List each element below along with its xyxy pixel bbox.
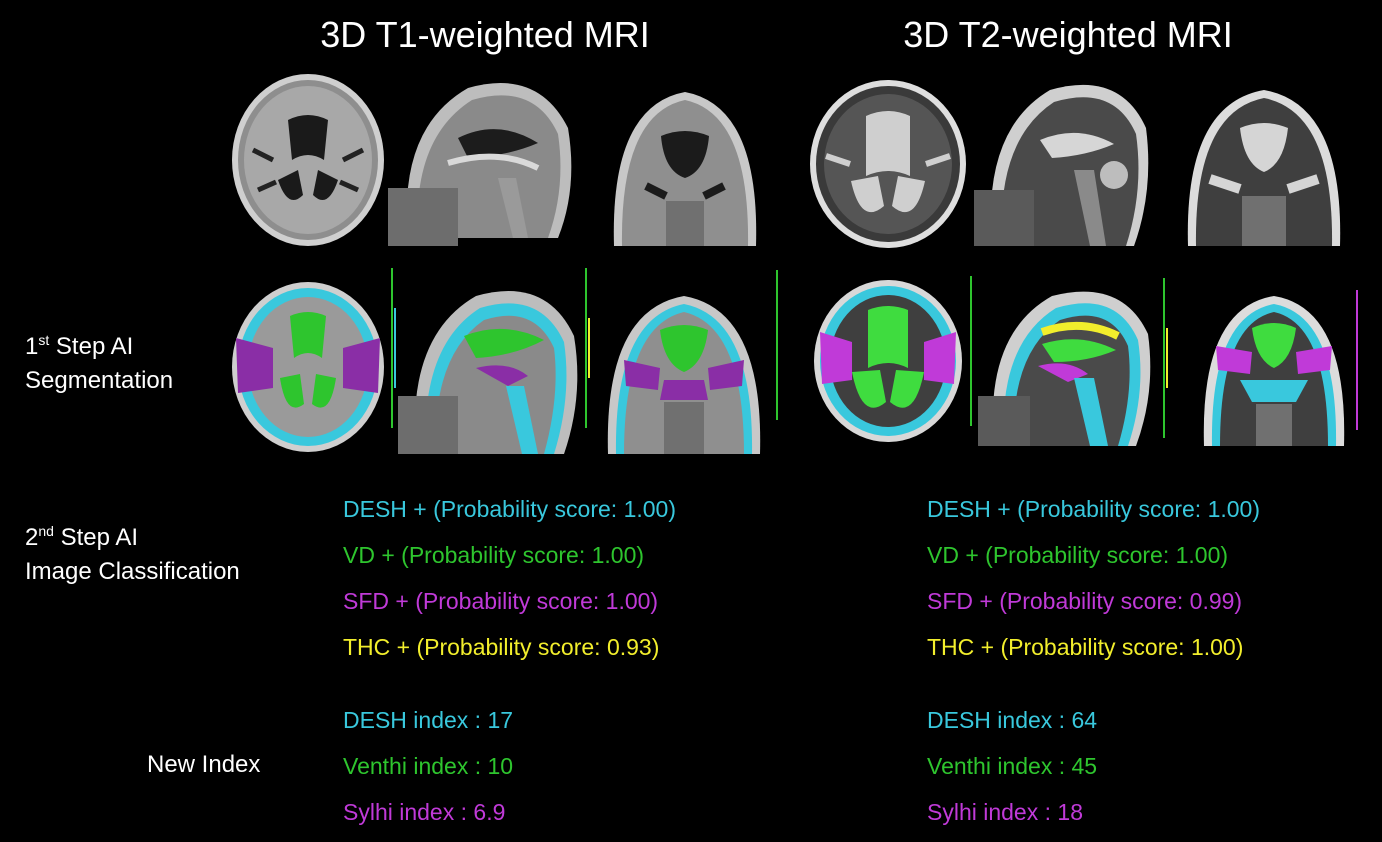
segmentation-step-label: 1st Step AI Segmentation xyxy=(25,332,174,394)
classification-step-label: 2nd Step AI Image Classification xyxy=(25,523,240,585)
t1-desh-probability: DESH + (Probability score: 1.00) xyxy=(343,496,676,522)
t2-seg-axial-image xyxy=(810,276,966,446)
t2-vd-probability: VD + (Probability score: 1.00) xyxy=(927,542,1229,568)
t2-seg-axial-histogram xyxy=(966,276,976,426)
t2-desh-probability: DESH + (Probability score: 1.00) xyxy=(927,496,1260,522)
t2-axial-image xyxy=(806,76,970,252)
new-index-label: New Index xyxy=(147,751,261,778)
t2-sfd-probability: SFD + (Probability score: 0.99) xyxy=(927,588,1243,614)
t1-axial-image xyxy=(228,70,388,250)
t1-sagittal-image xyxy=(388,68,584,246)
t1-seg-coronal-histogram xyxy=(772,270,782,420)
t2-thc-probability: THC + (Probability score: 1.00) xyxy=(927,634,1244,660)
t1-coronal-image xyxy=(606,86,764,246)
t2-sylhi-index: Sylhi index : 18 xyxy=(927,799,1083,825)
t1-seg-sagittal-image xyxy=(398,276,590,454)
t1-venthi-index: Venthi index : 10 xyxy=(343,753,514,779)
t2-column-title: 3D T2-weighted MRI xyxy=(903,14,1233,55)
t2-venthi-index: Venthi index : 45 xyxy=(927,753,1098,779)
t2-coronal-image xyxy=(1180,84,1348,246)
t2-seg-sagittal-histogram xyxy=(1158,278,1170,438)
t2-seg-coronal-histogram xyxy=(1352,290,1362,430)
t1-sfd-probability: SFD + (Probability score: 1.00) xyxy=(343,588,659,614)
t2-seg-sagittal-image xyxy=(978,278,1158,446)
t1-vd-probability: VD + (Probability score: 1.00) xyxy=(343,542,645,568)
t2-seg-coronal-image xyxy=(1196,290,1352,446)
t2-desh-index: DESH index : 64 xyxy=(927,707,1098,733)
t1-seg-axial-image xyxy=(228,278,388,456)
t1-seg-sagittal-histogram xyxy=(580,268,592,428)
t1-column-title: 3D T1-weighted MRI xyxy=(320,14,650,55)
t1-sylhi-index: Sylhi index : 6.9 xyxy=(343,799,506,825)
t1-desh-index: DESH index : 17 xyxy=(343,707,514,733)
t1-seg-axial-histogram xyxy=(386,268,398,428)
t2-sagittal-image xyxy=(974,70,1156,246)
t1-seg-coronal-image xyxy=(598,290,770,454)
t1-thc-probability: THC + (Probability score: 0.93) xyxy=(343,634,660,660)
